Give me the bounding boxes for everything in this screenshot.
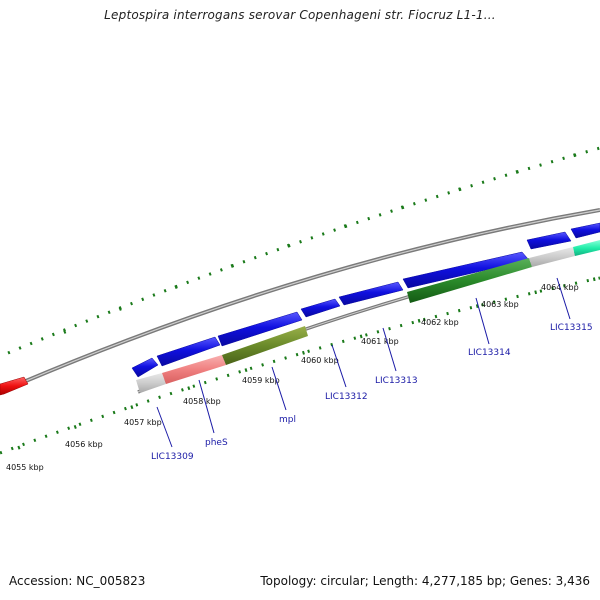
map-title: Leptospira interrogans serovar Copenhage…: [104, 8, 496, 22]
secondary-features: [136, 240, 600, 393]
kbp-label: 4059 kbp: [242, 376, 280, 385]
feature-gray: [136, 373, 166, 393]
gene-label: LIC13315: [550, 323, 593, 333]
gene-label: LIC13314: [468, 348, 511, 358]
feature-gray: [529, 247, 575, 267]
kbp-label: 4061 kbp: [361, 337, 399, 346]
kbp-label: 4058 kbp: [183, 397, 221, 406]
genome-summary-text: Topology: circular; Length: 4,277,185 bp…: [260, 574, 590, 588]
kbp-scale-labels: 4055 kbp 4056 kbp 4057 kbp 4058 kbp 4059…: [6, 283, 579, 472]
cds-arrow: [217, 311, 303, 347]
cds-arrow: [156, 336, 221, 367]
cds-arrow: [526, 231, 572, 250]
cds-arrow: [131, 357, 159, 378]
gene-label: LIC13312: [325, 392, 368, 402]
kbp-label: 4056 kbp: [65, 440, 103, 449]
cds-arrow: [338, 281, 404, 306]
gene-label: mpl: [279, 415, 296, 425]
gene-labels: LIC13309 pheS mpl LIC13312 LIC13313 LIC1…: [151, 323, 593, 462]
feature-aqua: [573, 240, 600, 256]
gene-label: pheS: [205, 438, 228, 448]
feature-pink: [162, 355, 226, 384]
outer-tick-ring: [7, 146, 600, 355]
kbp-label: 4055 kbp: [6, 463, 44, 472]
cds-arrow: [570, 222, 600, 239]
gene-label: LIC13309: [151, 452, 194, 462]
feature-dark-green: [407, 258, 532, 303]
kbp-label: 4057 kbp: [124, 418, 162, 427]
reverse-feature-red: [0, 376, 29, 396]
kbp-label: 4060 kbp: [301, 356, 339, 365]
kbp-label: 4063 kbp: [481, 300, 519, 309]
gene-label: LIC13313: [375, 376, 418, 386]
kbp-label: 4062 kbp: [421, 318, 459, 327]
accession-text: Accession: NC_005823: [9, 574, 146, 588]
forward-strand-features: [131, 222, 600, 378]
cds-arrow: [300, 298, 341, 318]
gene-leader-lines: [156, 277, 571, 448]
feature-olive: [222, 326, 308, 365]
